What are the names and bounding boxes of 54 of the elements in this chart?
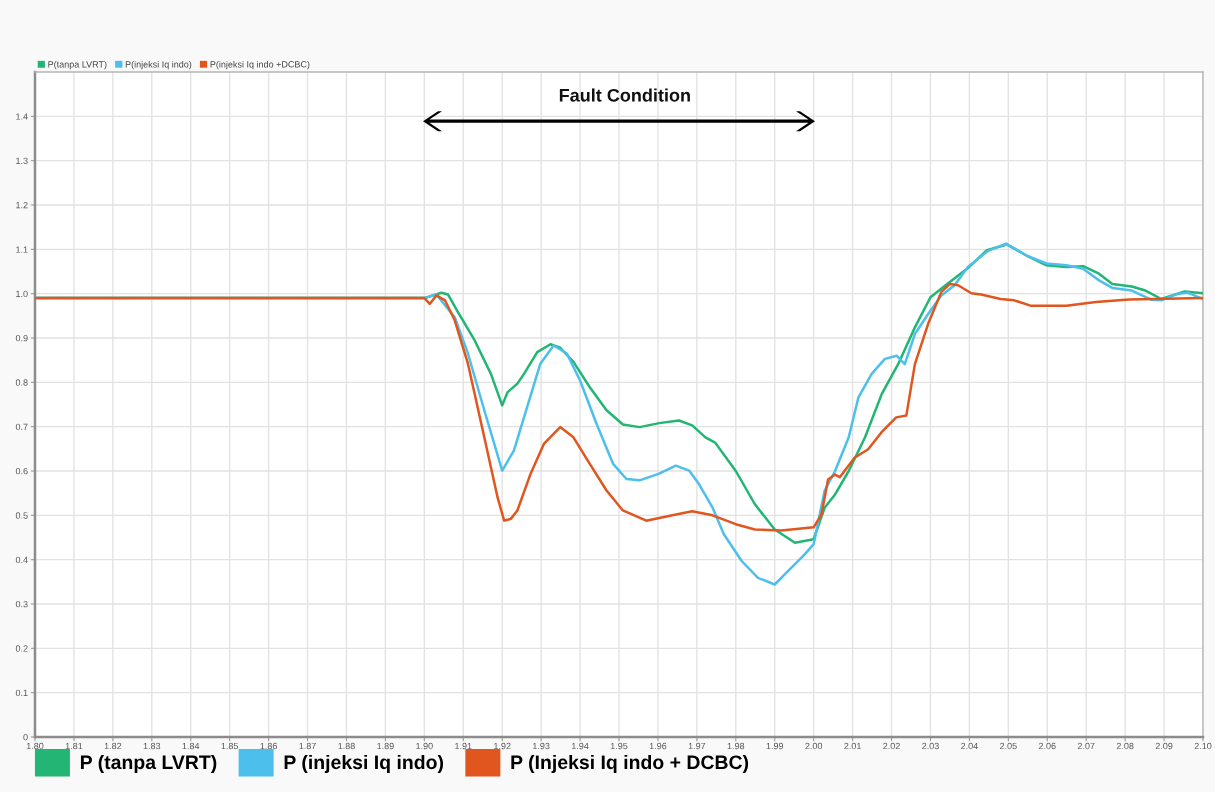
y-tick-label: 1.4 [16, 113, 28, 120]
x-tick-label: 2.07 [1077, 742, 1095, 750]
y-tick-label: 0 [23, 733, 28, 741]
x-tick-label: 1.81 [65, 742, 83, 750]
x-tick-label: 1.97 [688, 742, 706, 750]
x-tick-label: 1.80 [26, 742, 44, 750]
y-tick-label: 0.9 [15, 334, 28, 342]
y-tick-label: 1.0 [16, 290, 28, 298]
x-tick-label: 1.98 [727, 742, 745, 750]
x-tick-label: 1.82 [104, 742, 122, 750]
text: P (tanpa LVRT) [80, 754, 217, 774]
x-tick-label: 2.00 [805, 742, 823, 750]
y-tick-label: 0.4 [15, 556, 28, 564]
legend-label: P(injeksi Iq indo +DCBC) [210, 60, 310, 70]
x-tick-label: 1.92 [494, 742, 511, 750]
x-tick-label: 2.09 [1155, 742, 1173, 750]
annotation: Fault Condition [559, 88, 690, 102]
y-tick-label: 0.8 [15, 379, 28, 386]
y-tick-label: 1.1 [16, 246, 28, 253]
x-tick-label: 2.03 [922, 742, 939, 750]
y-tick-label: 0.7 [15, 423, 28, 431]
x-tick-label: 1.87 [299, 742, 316, 750]
x-tick-label: 1.99 [766, 742, 784, 750]
x-tick-label: 1.90 [416, 742, 433, 750]
x-tick-label: 1.86 [260, 742, 277, 750]
legend-label: P(injeksi Iq indo) [125, 60, 192, 70]
x-tick-label: 2.01 [844, 742, 861, 750]
text: P (Injeksi Iq indo + DCBC) [511, 754, 749, 774]
x-tick-label: 1.83 [143, 742, 161, 750]
x-tick-label: 1.88 [338, 742, 355, 750]
line-series [35, 282, 1203, 532]
x-tick-label: 2.10 [1194, 742, 1212, 750]
y-tick-label: 0.5 [15, 512, 28, 519]
legend-label: P(tanpa LVRT) [48, 60, 107, 70]
x-tick-label: 2.05 [1000, 742, 1017, 750]
x-tick-label: 1.95 [610, 742, 628, 750]
text: P (injeksi Iq indo) [284, 754, 443, 774]
y-tick-label: 1.2 [16, 201, 28, 209]
y-tick-label: 0.1 [15, 689, 28, 697]
x-tick-label: 1.84 [182, 742, 200, 750]
x-tick-label: 1.85 [221, 742, 239, 750]
x-tick-label: 1.94 [571, 742, 589, 750]
y-tick-label: 1.3 [16, 157, 28, 165]
y-tick-label: 0.6 [15, 467, 28, 475]
x-tick-label: 2.04 [961, 742, 978, 750]
x-tick-label: 2.02 [883, 742, 900, 750]
x-tick-label: 1.96 [649, 742, 667, 750]
y-tick-label: 0.3 [15, 600, 28, 608]
x-tick-label: 2.06 [1038, 742, 1056, 750]
x-tick-label: 1.91 [455, 742, 472, 750]
x-tick-label: 2.08 [1116, 742, 1134, 750]
x-tick-label: 1.89 [377, 742, 394, 750]
x-tick-label: 1.93 [533, 742, 550, 750]
y-tick-label: 0.2 [15, 645, 28, 652]
